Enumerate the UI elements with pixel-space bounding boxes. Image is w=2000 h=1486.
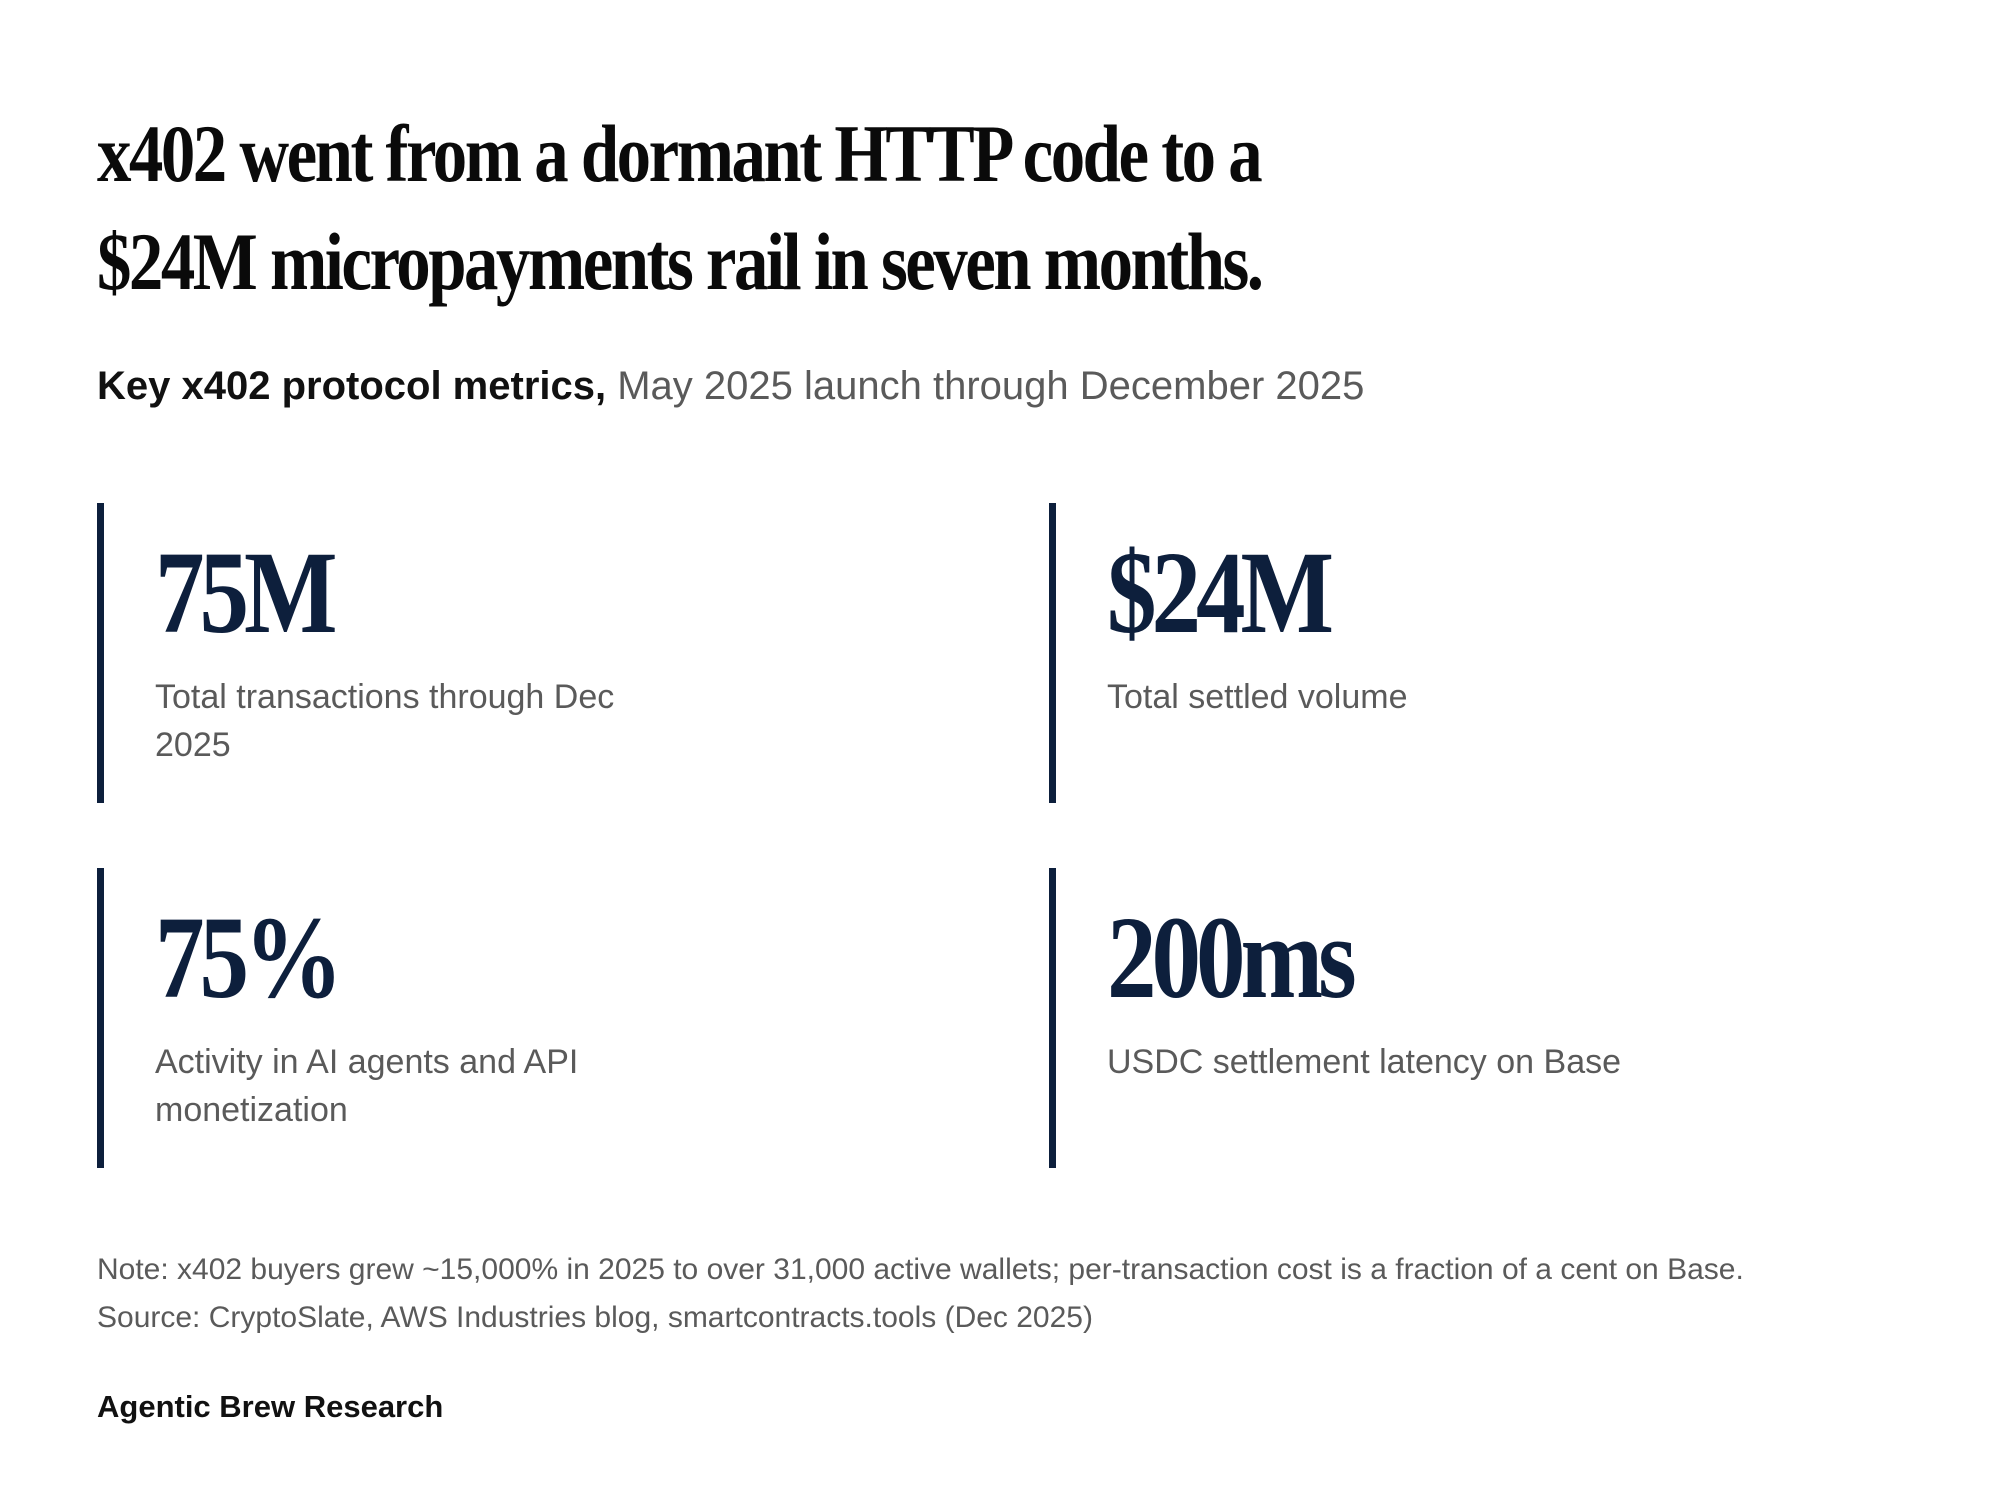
metric-value: 200ms [1107, 892, 1357, 1023]
metric-card-activity: 75% Activity in AI agents and API moneti… [97, 868, 864, 1168]
source-text: Source: CryptoSlate, AWS Industries blog… [97, 1301, 1093, 1334]
subtitle: Key x402 protocol metrics, May 2025 laun… [97, 358, 1364, 414]
metric-label: Total transactions through Dec 2025 [155, 678, 615, 764]
metric-card-volume: $24M Total settled volume [1049, 503, 1816, 803]
metric-value: 75% [155, 892, 343, 1023]
metric-label: USDC settlement latency on Base [1107, 1043, 1622, 1081]
metric-label: Activity in AI agents and API monetizati… [155, 1043, 579, 1129]
subtitle-light: May 2025 launch through December 2025 [606, 364, 1365, 408]
metric-card-latency: 200ms USDC settlement latency on Base [1049, 868, 1816, 1168]
subtitle-bold: Key x402 protocol metrics, [97, 364, 607, 408]
metric-value: $24M [1107, 527, 1334, 658]
metric-label: Total settled volume [1107, 678, 1408, 716]
metric-value: 75M [155, 527, 338, 658]
metric-card-transactions: 75M Total transactions through Dec 2025 [97, 503, 864, 803]
footnote: Note: x402 buyers grew ~15,000% in 2025 … [97, 1246, 1744, 1342]
branding: Agentic Brew Research [97, 1389, 444, 1424]
headline: x402 went from a dormant HTTP code to a … [97, 108, 1264, 307]
note-text: Note: x402 buyers grew ~15,000% in 2025 … [97, 1253, 1744, 1286]
